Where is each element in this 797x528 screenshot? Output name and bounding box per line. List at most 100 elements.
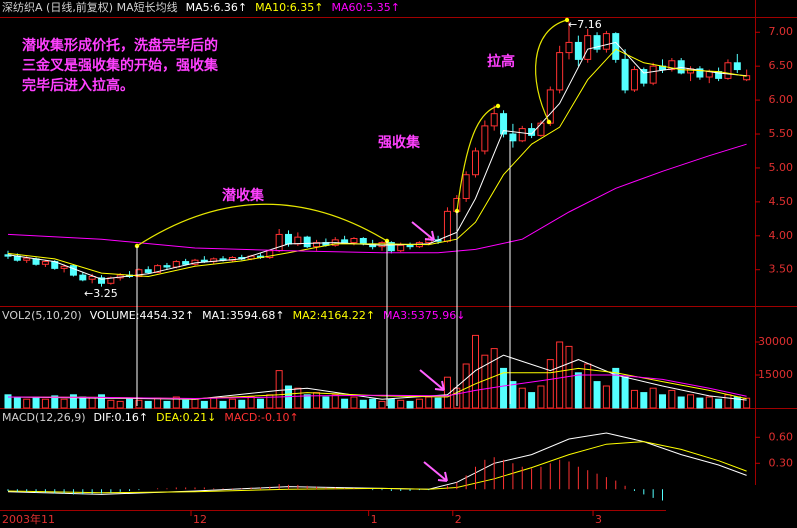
candle-body [490, 113, 498, 127]
volume-bar [687, 394, 695, 409]
volume-bar [331, 394, 339, 409]
volume-bar [294, 387, 302, 409]
y-tick-label: 5.00 [769, 161, 794, 174]
y-tick-label: 4.00 [769, 229, 794, 242]
volume-bar [23, 398, 31, 409]
volume-bar [341, 398, 349, 409]
candle-body [350, 238, 358, 244]
y-tick-label: 0.30 [769, 456, 794, 469]
candle-body [640, 69, 648, 84]
candle-body [518, 128, 526, 142]
curve [534, 19, 568, 123]
volume-bar [724, 394, 732, 409]
candle-body [481, 125, 489, 152]
header-item: MA10:6.35↑ [255, 1, 323, 14]
volume-bar [135, 399, 143, 409]
candle-body [163, 265, 171, 268]
volume-bar [228, 398, 236, 409]
volume-bar [369, 398, 377, 409]
header-item: MA2:4164.22↑ [293, 309, 375, 322]
y-tick-label: 0.60 [769, 430, 794, 443]
arrows [411, 221, 448, 482]
candle-body [41, 261, 49, 265]
candle-body [182, 261, 190, 265]
annotation-drawing [134, 17, 570, 482]
volume-bar [4, 394, 12, 409]
header-item: MACD:-0.10↑ [224, 411, 298, 424]
candle-body [135, 269, 143, 278]
candle-body [612, 33, 620, 60]
candle-body [556, 52, 564, 91]
header-item: DEA:0.21↓ [156, 411, 216, 424]
header-item: MA3:5375.96↓ [383, 309, 465, 322]
volume-bar [425, 396, 433, 409]
candle-body [500, 113, 508, 135]
volume-bar [88, 397, 96, 409]
candle-body [677, 60, 685, 74]
volume-bar [462, 363, 470, 409]
annotations: 潜收集形成价托，洗盘完毕后的 三金叉是强收集的开始，强收集 完毕后进入拉高。 潜… [22, 18, 602, 300]
volume-bar [32, 396, 40, 409]
volume-bar [303, 394, 311, 409]
y-tick-label: 7.00 [769, 25, 794, 38]
line-series [7, 354, 747, 401]
candle-body [565, 41, 573, 54]
volume-bar [60, 398, 68, 409]
label-pull: 拉高 [487, 53, 515, 70]
candle-body [649, 65, 657, 84]
candle-body [546, 89, 554, 124]
candle-body [285, 233, 292, 245]
curve [456, 105, 499, 212]
candle-body [88, 276, 96, 280]
line-series [7, 367, 747, 400]
volume-bar [705, 396, 713, 409]
y-tick-label: 5.50 [769, 127, 794, 140]
volume-bar [677, 396, 685, 409]
cover-box [666, 485, 797, 528]
volume-bar [163, 400, 171, 409]
volume-bar [556, 341, 564, 409]
volume-bar [434, 397, 442, 409]
note-line: 完毕后进入拉高。 [22, 77, 134, 94]
volume-bar [649, 387, 657, 409]
volume-bar [107, 399, 115, 409]
volume-bar [584, 363, 592, 409]
header-item: MACD(12,26,9) [2, 411, 86, 424]
note-line: 三金叉是强收集的开始，强收集 [22, 57, 219, 74]
volume-bar [182, 399, 190, 409]
x-tick-label: 2003年11 [2, 512, 55, 526]
candle-body [359, 238, 367, 245]
volume-bar [696, 397, 704, 409]
candle-body [509, 133, 517, 142]
volume-bar [546, 359, 554, 409]
candle-body [593, 35, 601, 50]
volume-bar [415, 398, 423, 409]
x-tick-label: 1 [371, 513, 378, 526]
curve [136, 203, 388, 247]
candle-body [574, 41, 582, 60]
marker-lines [136, 140, 511, 406]
y-tick-label: 3.50 [769, 263, 794, 276]
candle-body [144, 269, 152, 273]
volume-bar [154, 397, 162, 409]
candle-body [724, 62, 732, 79]
candle-body [303, 236, 311, 248]
volume-bar [574, 372, 582, 409]
volume-bar [612, 367, 620, 409]
label-strong: 强收集 [378, 134, 421, 151]
candle-body [313, 242, 321, 248]
candle-body [341, 239, 349, 244]
volume-bar [397, 399, 405, 409]
volume-bar [210, 397, 218, 409]
label-latent: 潜收集 [222, 187, 265, 204]
volume-bar [247, 396, 255, 409]
volume-bar [51, 395, 59, 409]
line-series [7, 143, 747, 254]
header-item: MA60:5.35↑ [332, 1, 400, 14]
volume-bar [126, 398, 134, 409]
y-tick-label: 6.00 [769, 93, 794, 106]
candle-body [294, 236, 302, 245]
